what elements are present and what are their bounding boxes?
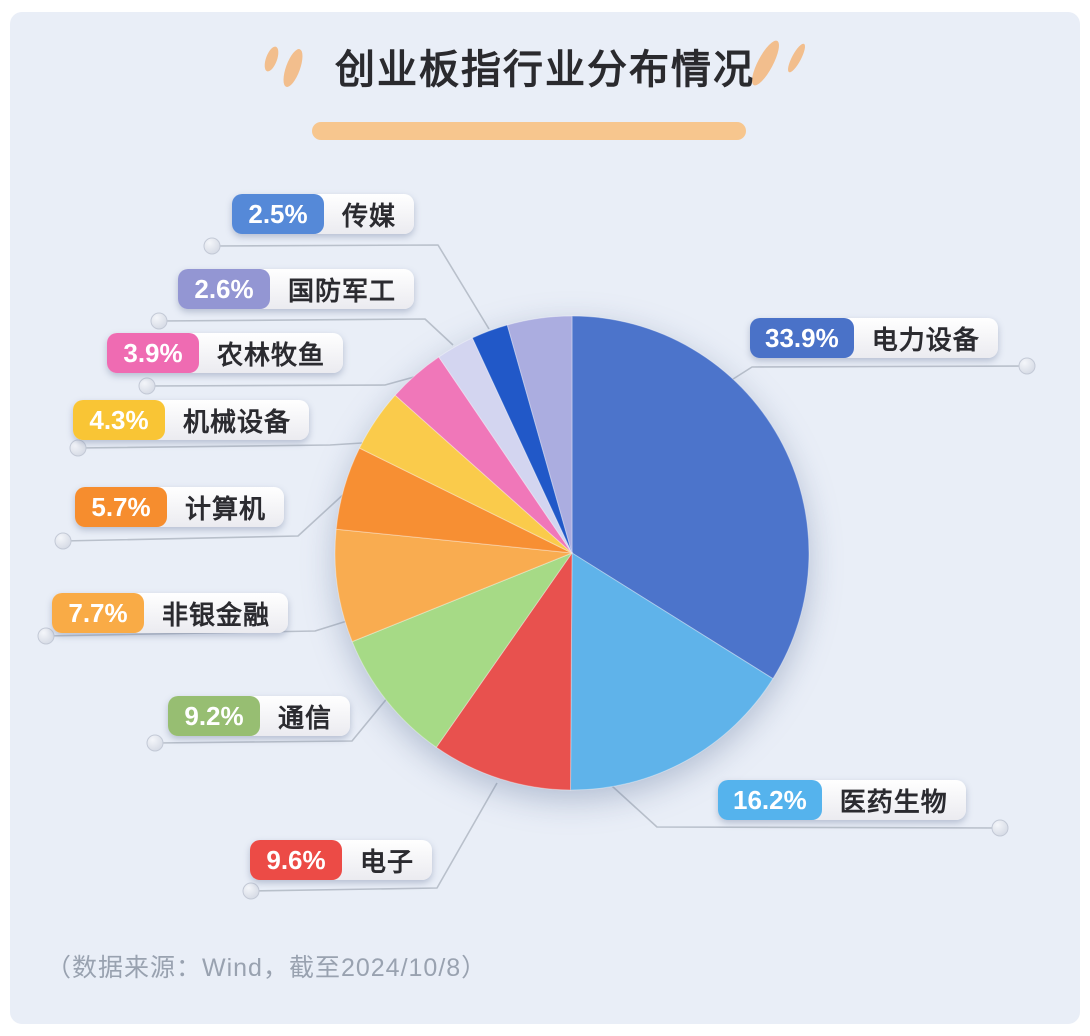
connector-dot bbox=[1018, 357, 1036, 375]
callout-non-bank-finance: 7.7% 非银金融 bbox=[52, 593, 289, 633]
callout-computer-percent: 5.7% bbox=[75, 487, 167, 527]
callout-telecom: 9.2% 通信 bbox=[168, 696, 351, 736]
connector-dot bbox=[203, 237, 221, 255]
connector-power-equipment bbox=[729, 365, 1028, 382]
callout-agriculture-percent: 3.9% bbox=[107, 333, 199, 373]
callout-machinery-name: 机械设备 bbox=[183, 406, 292, 437]
connector-machinery bbox=[77, 442, 363, 449]
connector-dot bbox=[150, 312, 168, 330]
callout-machinery-percent: 4.3% bbox=[73, 400, 165, 440]
connector-pharma-biology bbox=[611, 785, 1001, 829]
callout-defense-military: 2.6% 国防军工 bbox=[178, 269, 415, 309]
connector-dot bbox=[146, 734, 164, 752]
connector-defense-military bbox=[158, 318, 454, 346]
title-underline bbox=[312, 122, 746, 140]
callout-electronics-percent: 9.6% bbox=[250, 840, 342, 880]
callout-electronics-name: 电子 bbox=[360, 846, 415, 877]
pie-slice-计算机 bbox=[335, 447, 573, 554]
callout-media-percent: 2.5% bbox=[232, 194, 324, 234]
callout-connectors bbox=[45, 244, 1028, 892]
connector-telecom bbox=[154, 695, 390, 744]
page-title: 创业板指行业分布情况 bbox=[335, 48, 755, 92]
connector-dot bbox=[54, 532, 72, 550]
connector-dots bbox=[37, 237, 1036, 900]
callout-pharma-biology-name: 医药生物 bbox=[839, 786, 948, 817]
callout-pharma-biology: 16.2% 医药生物 bbox=[718, 780, 966, 820]
callout-agriculture-name: 农林牧鱼 bbox=[217, 339, 326, 370]
callout-defense-military-name: 国防军工 bbox=[288, 275, 397, 306]
connector-computer bbox=[62, 491, 347, 542]
callout-non-bank-finance-percent: 7.7% bbox=[52, 593, 144, 633]
callout-telecom-name: 通信 bbox=[278, 702, 333, 733]
pie-slice-电力设备 bbox=[571, 315, 810, 680]
pie-slice-机械设备 bbox=[358, 394, 573, 554]
pie-slice-通信 bbox=[351, 551, 574, 748]
pie-slice-医药生物 bbox=[569, 552, 774, 791]
callout-electronics: 9.6% 电子 bbox=[250, 840, 433, 880]
pie-slice-国防军工 bbox=[438, 337, 573, 554]
connector-dot bbox=[138, 377, 156, 395]
callout-power-equipment-percent: 33.9% bbox=[750, 318, 854, 358]
connector-non-bank-finance bbox=[45, 620, 348, 637]
callout-computer: 5.7% 计算机 bbox=[75, 487, 285, 527]
callout-power-equipment-name: 电力设备 bbox=[871, 324, 980, 355]
pie-slices bbox=[334, 315, 810, 791]
callout-agriculture: 3.9% 农林牧鱼 bbox=[107, 333, 344, 373]
source-note: （数据来源：Wind，截至2024/10/8） bbox=[46, 954, 488, 982]
callout-defense-military-percent: 2.6% bbox=[178, 269, 270, 309]
title-block: 创业板指行业分布情况 bbox=[0, 48, 1090, 140]
callout-media: 2.5% 传媒 bbox=[232, 194, 415, 234]
pie-slice-others bbox=[506, 315, 573, 554]
callout-computer-name: 计算机 bbox=[185, 493, 267, 524]
connector-agriculture bbox=[146, 376, 415, 387]
connector-dot bbox=[991, 819, 1009, 837]
pie-slice-农林牧鱼 bbox=[394, 356, 573, 554]
connector-dot bbox=[242, 882, 260, 900]
callout-non-bank-finance-name: 非银金融 bbox=[162, 599, 271, 630]
pie-slice-传媒 bbox=[471, 324, 573, 554]
callout-machinery: 4.3% 机械设备 bbox=[73, 400, 310, 440]
callout-telecom-percent: 9.2% bbox=[168, 696, 260, 736]
connector-media bbox=[211, 244, 490, 330]
callout-pharma-biology-percent: 16.2% bbox=[718, 780, 822, 820]
connector-electronics bbox=[250, 782, 498, 892]
callout-media-name: 传媒 bbox=[342, 200, 397, 231]
connector-dot bbox=[69, 439, 87, 457]
callout-power-equipment: 33.9% 电力设备 bbox=[750, 318, 998, 358]
connector-dot bbox=[37, 627, 55, 645]
pie-slice-电子 bbox=[435, 551, 573, 791]
pie-slice-非银金融 bbox=[334, 528, 573, 643]
